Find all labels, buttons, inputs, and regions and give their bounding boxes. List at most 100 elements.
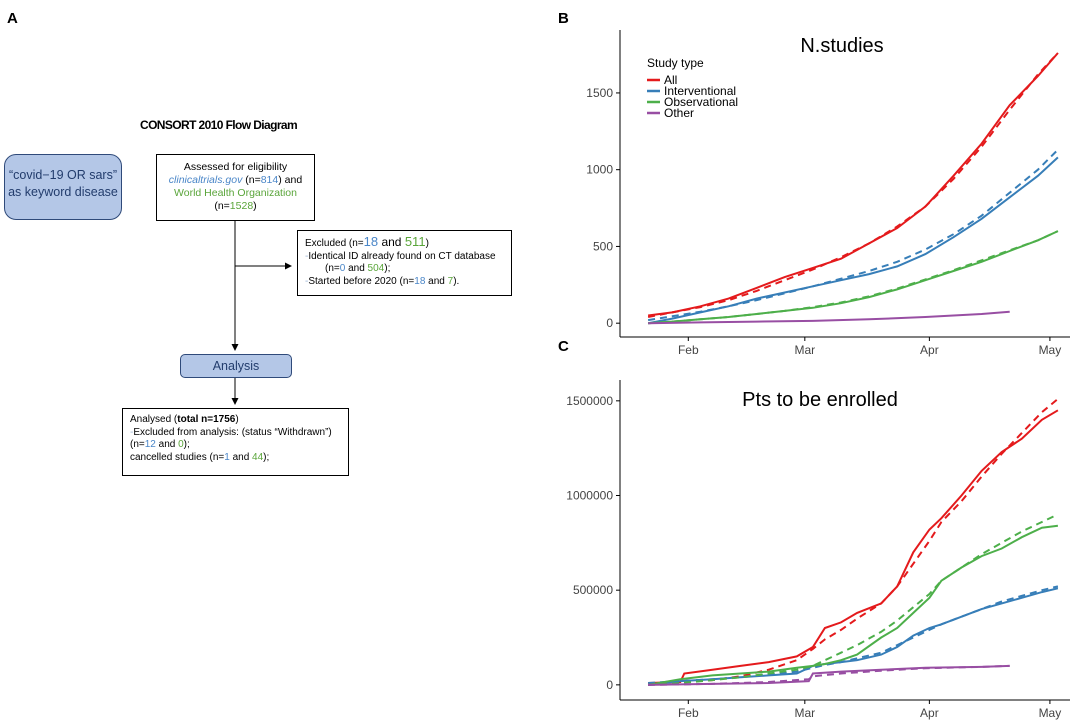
excluded-close: ) <box>425 238 429 249</box>
excluded-n1: 18 <box>363 234 379 249</box>
who-prefix: (n= <box>214 200 230 212</box>
legend-label-other: Other <box>664 106 694 120</box>
legend-label-all: All <box>664 73 677 87</box>
c-prefix: cancelled studies (n= <box>130 451 225 463</box>
keyword-line-2: as keyword disease <box>8 185 118 199</box>
nstudies-y-tick-label: 1000 <box>586 163 613 177</box>
w-prefix: (n= <box>130 439 145 450</box>
pts-line-interventional <box>647 587 1059 686</box>
nstudies-y-tick-label: 1500 <box>586 86 613 100</box>
c-suffix: ); <box>263 451 270 463</box>
assessed-box: Assessed for eligibility clinicaltrials.… <box>156 154 315 221</box>
assessed-line-4: (n=1528) <box>157 200 314 213</box>
started-text: Started before 2020 (n= <box>308 275 415 287</box>
ct-source: clinicaltrials.gov <box>168 174 243 186</box>
st-n2: 7 <box>447 275 454 287</box>
analysed-title: Analysed (total n=1756) <box>130 414 348 427</box>
nstudies-chart-title: N.studies <box>800 35 883 57</box>
legend-label-interventional: Interventional <box>664 84 736 98</box>
legend-label-observational: Observational <box>664 95 738 109</box>
w-and: and <box>155 439 179 450</box>
pts-chart-title: Pts to be enrolled <box>742 389 898 411</box>
analysed-prefix: Analysed ( <box>130 414 178 425</box>
id-and: and <box>345 263 368 274</box>
legend-title: Study type <box>647 56 704 70</box>
w-n1: 12 <box>144 439 156 450</box>
nstudies-y-tick-label: 500 <box>593 239 613 253</box>
who-source: World Health Organization <box>174 187 297 199</box>
excluded-dash-2: - <box>305 275 309 287</box>
pts-x-tick-label: Feb <box>678 706 699 720</box>
analysis-box: Analysis <box>180 354 292 378</box>
pts-y-tick-label: 0 <box>606 678 613 692</box>
excluded-and: and <box>378 235 405 249</box>
excluded-identical-counts: (n=0 and 504); <box>305 263 511 276</box>
pts-x-tick-label: Mar <box>794 706 815 720</box>
assessed-line-1: Assessed for eligibility <box>183 161 288 173</box>
who-n: 1528 <box>229 200 254 212</box>
nstudies-line-other <box>648 310 1010 325</box>
flow-arrows <box>231 221 292 405</box>
identical-text: Identical ID already found on CT databas… <box>308 250 496 262</box>
pts-line-all <box>648 409 1059 684</box>
w-suffix: ); <box>183 439 190 450</box>
nstudies-x-tick-label: Apr <box>920 343 939 357</box>
pts-fit-interventional <box>648 585 1059 684</box>
nstudies-fit-all <box>647 52 1059 318</box>
pts-line-observational <box>647 524 1059 686</box>
nstudies-x-tick-label: Mar <box>794 343 815 357</box>
id-prefix: (n= <box>325 263 340 274</box>
pts-line-other <box>648 664 1010 686</box>
nstudies-fit-observational <box>648 230 1059 325</box>
panel-letter-b: B <box>558 10 569 27</box>
c-n1: 1 <box>224 451 230 463</box>
pts-y-tick-label: 500000 <box>573 583 613 597</box>
assessed-line-2: clinicaltrials.gov (n=814) and <box>157 174 314 187</box>
keyword-box: “covid−19 OR sars” as keyword disease <box>4 154 122 220</box>
w-n2: 0 <box>178 439 184 450</box>
c-n2: 44 <box>252 451 264 463</box>
excluded-started: -Started before 2020 (n=18 and 7). <box>305 276 511 289</box>
pts-fit-all <box>648 398 1059 685</box>
analysed-excl-text: Excluded from analysis: (status “Withdra… <box>133 426 332 438</box>
nstudies-line-all <box>647 52 1059 317</box>
nstudies-x-tick-label: Feb <box>678 343 699 357</box>
excluded-n2: 511 <box>404 234 426 249</box>
nstudies-y-tick-label: 0 <box>606 316 613 330</box>
analysed-box: Analysed (total n=1756) -Excluded from a… <box>122 408 349 476</box>
nstudies-x-tick-label: May <box>1039 343 1062 357</box>
analysed-excluded: -Excluded from analysis: (status “Withdr… <box>130 427 348 440</box>
who-suffix: ) <box>253 200 257 212</box>
ct-suffix: ) and <box>278 174 303 186</box>
flow-diagram-title: CONSORT 2010 Flow Diagram <box>140 118 298 132</box>
pts-fit-observational <box>648 513 1059 686</box>
id-n2: 504 <box>367 263 385 274</box>
st-n1: 18 <box>414 275 426 287</box>
analysed-withdrawn-counts: (n=12 and 0); <box>130 439 348 452</box>
ct-n: 814 <box>260 174 279 186</box>
excluded-dash-1: - <box>305 250 309 262</box>
nstudies-line-interventional <box>647 156 1059 325</box>
pts-y-tick-label: 1500000 <box>566 394 613 408</box>
pts-y-tick-label: 1000000 <box>566 489 613 503</box>
excluded-title: Excluded (n=18 and 511) <box>305 234 511 251</box>
panel-letter-c: C <box>558 338 569 355</box>
analysed-dash: - <box>130 426 134 438</box>
analysed-suffix: ) <box>235 414 239 425</box>
pts-x-tick-label: Apr <box>920 706 939 720</box>
c-and: and <box>229 451 253 463</box>
nstudies-line-observational <box>648 230 1059 325</box>
pts-x-tick-label: May <box>1039 706 1062 720</box>
analysed-total: total n=1756 <box>177 414 236 425</box>
nstudies-fit-interventional <box>647 148 1059 322</box>
st-and: and <box>425 275 448 287</box>
keyword-line-1: “covid−19 OR sars” <box>8 168 118 182</box>
excluded-label: Excluded (n= <box>305 238 364 249</box>
analysed-cancelled: cancelled studies (n=1 and 44); <box>130 452 348 465</box>
id-n1: 0 <box>339 263 346 274</box>
excluded-identical: -Identical ID already found on CT databa… <box>305 251 511 264</box>
ct-prefix: (n= <box>242 174 261 186</box>
pts-fit-other <box>648 664 1010 686</box>
panel-letter-a: A <box>7 10 18 27</box>
id-suffix: ); <box>384 263 391 274</box>
